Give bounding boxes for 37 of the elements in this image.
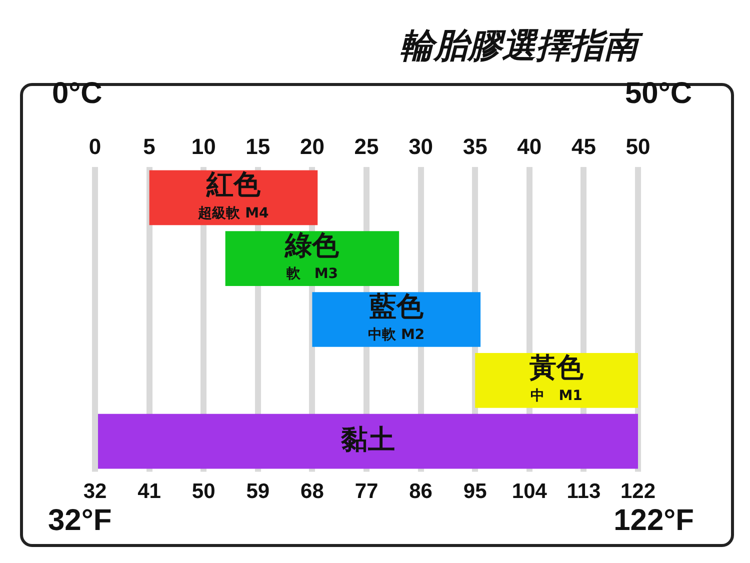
x-tick-label: 50 [626,134,650,160]
x-tick-label: 0 [88,134,102,160]
x2-tick-label: 122 [620,480,656,504]
text: 50°C [624,77,692,110]
annotation: 中 M1 [530,388,582,404]
bar [475,353,638,408]
x2-tick-label: 95 [463,480,488,504]
annotation: 軟 M3 [285,266,338,282]
x2-tick-label: 68 [300,480,324,504]
x-tick-label: 40 [517,134,542,160]
x2-tick-label: 32 [83,480,107,504]
x-tick-label: 15 [246,134,270,160]
annotation: 中軟 M2 [368,327,425,344]
x-tick-label: 30 [408,134,434,160]
y-tick-label: 黃色 [528,352,585,384]
x2-tick-label: 59 [246,480,270,504]
x-tick-label: 10 [191,134,216,160]
y-tick-label: 綠色 [284,230,340,262]
text: 0°C [52,77,102,110]
x2-tick-label: 86 [409,480,432,504]
x2-tick-label: 41 [138,480,162,504]
text: 122°F [614,504,694,537]
x2-tick-label: 77 [354,480,378,504]
text: 32°F [48,504,112,537]
y-tick-label: 黏土 [340,424,395,456]
x2-tick-label: 50 [192,480,216,504]
x-tick-label: 35 [462,134,488,160]
x2-tick-label: 104 [512,480,548,504]
x-tick-label: 25 [354,134,379,160]
y-tick-label: 藍色 [368,292,424,323]
y-tick-label: 紅色 [205,170,262,201]
chart-title: 輪胎膠選擇指南 [400,26,644,66]
x-tick-label: 45 [571,134,596,160]
x-tick-label: 5 [143,134,156,160]
x2-tick-label: 113 [566,480,601,504]
x-tick-label: 20 [300,134,324,160]
annotation: 超級軟 M4 [197,205,269,222]
